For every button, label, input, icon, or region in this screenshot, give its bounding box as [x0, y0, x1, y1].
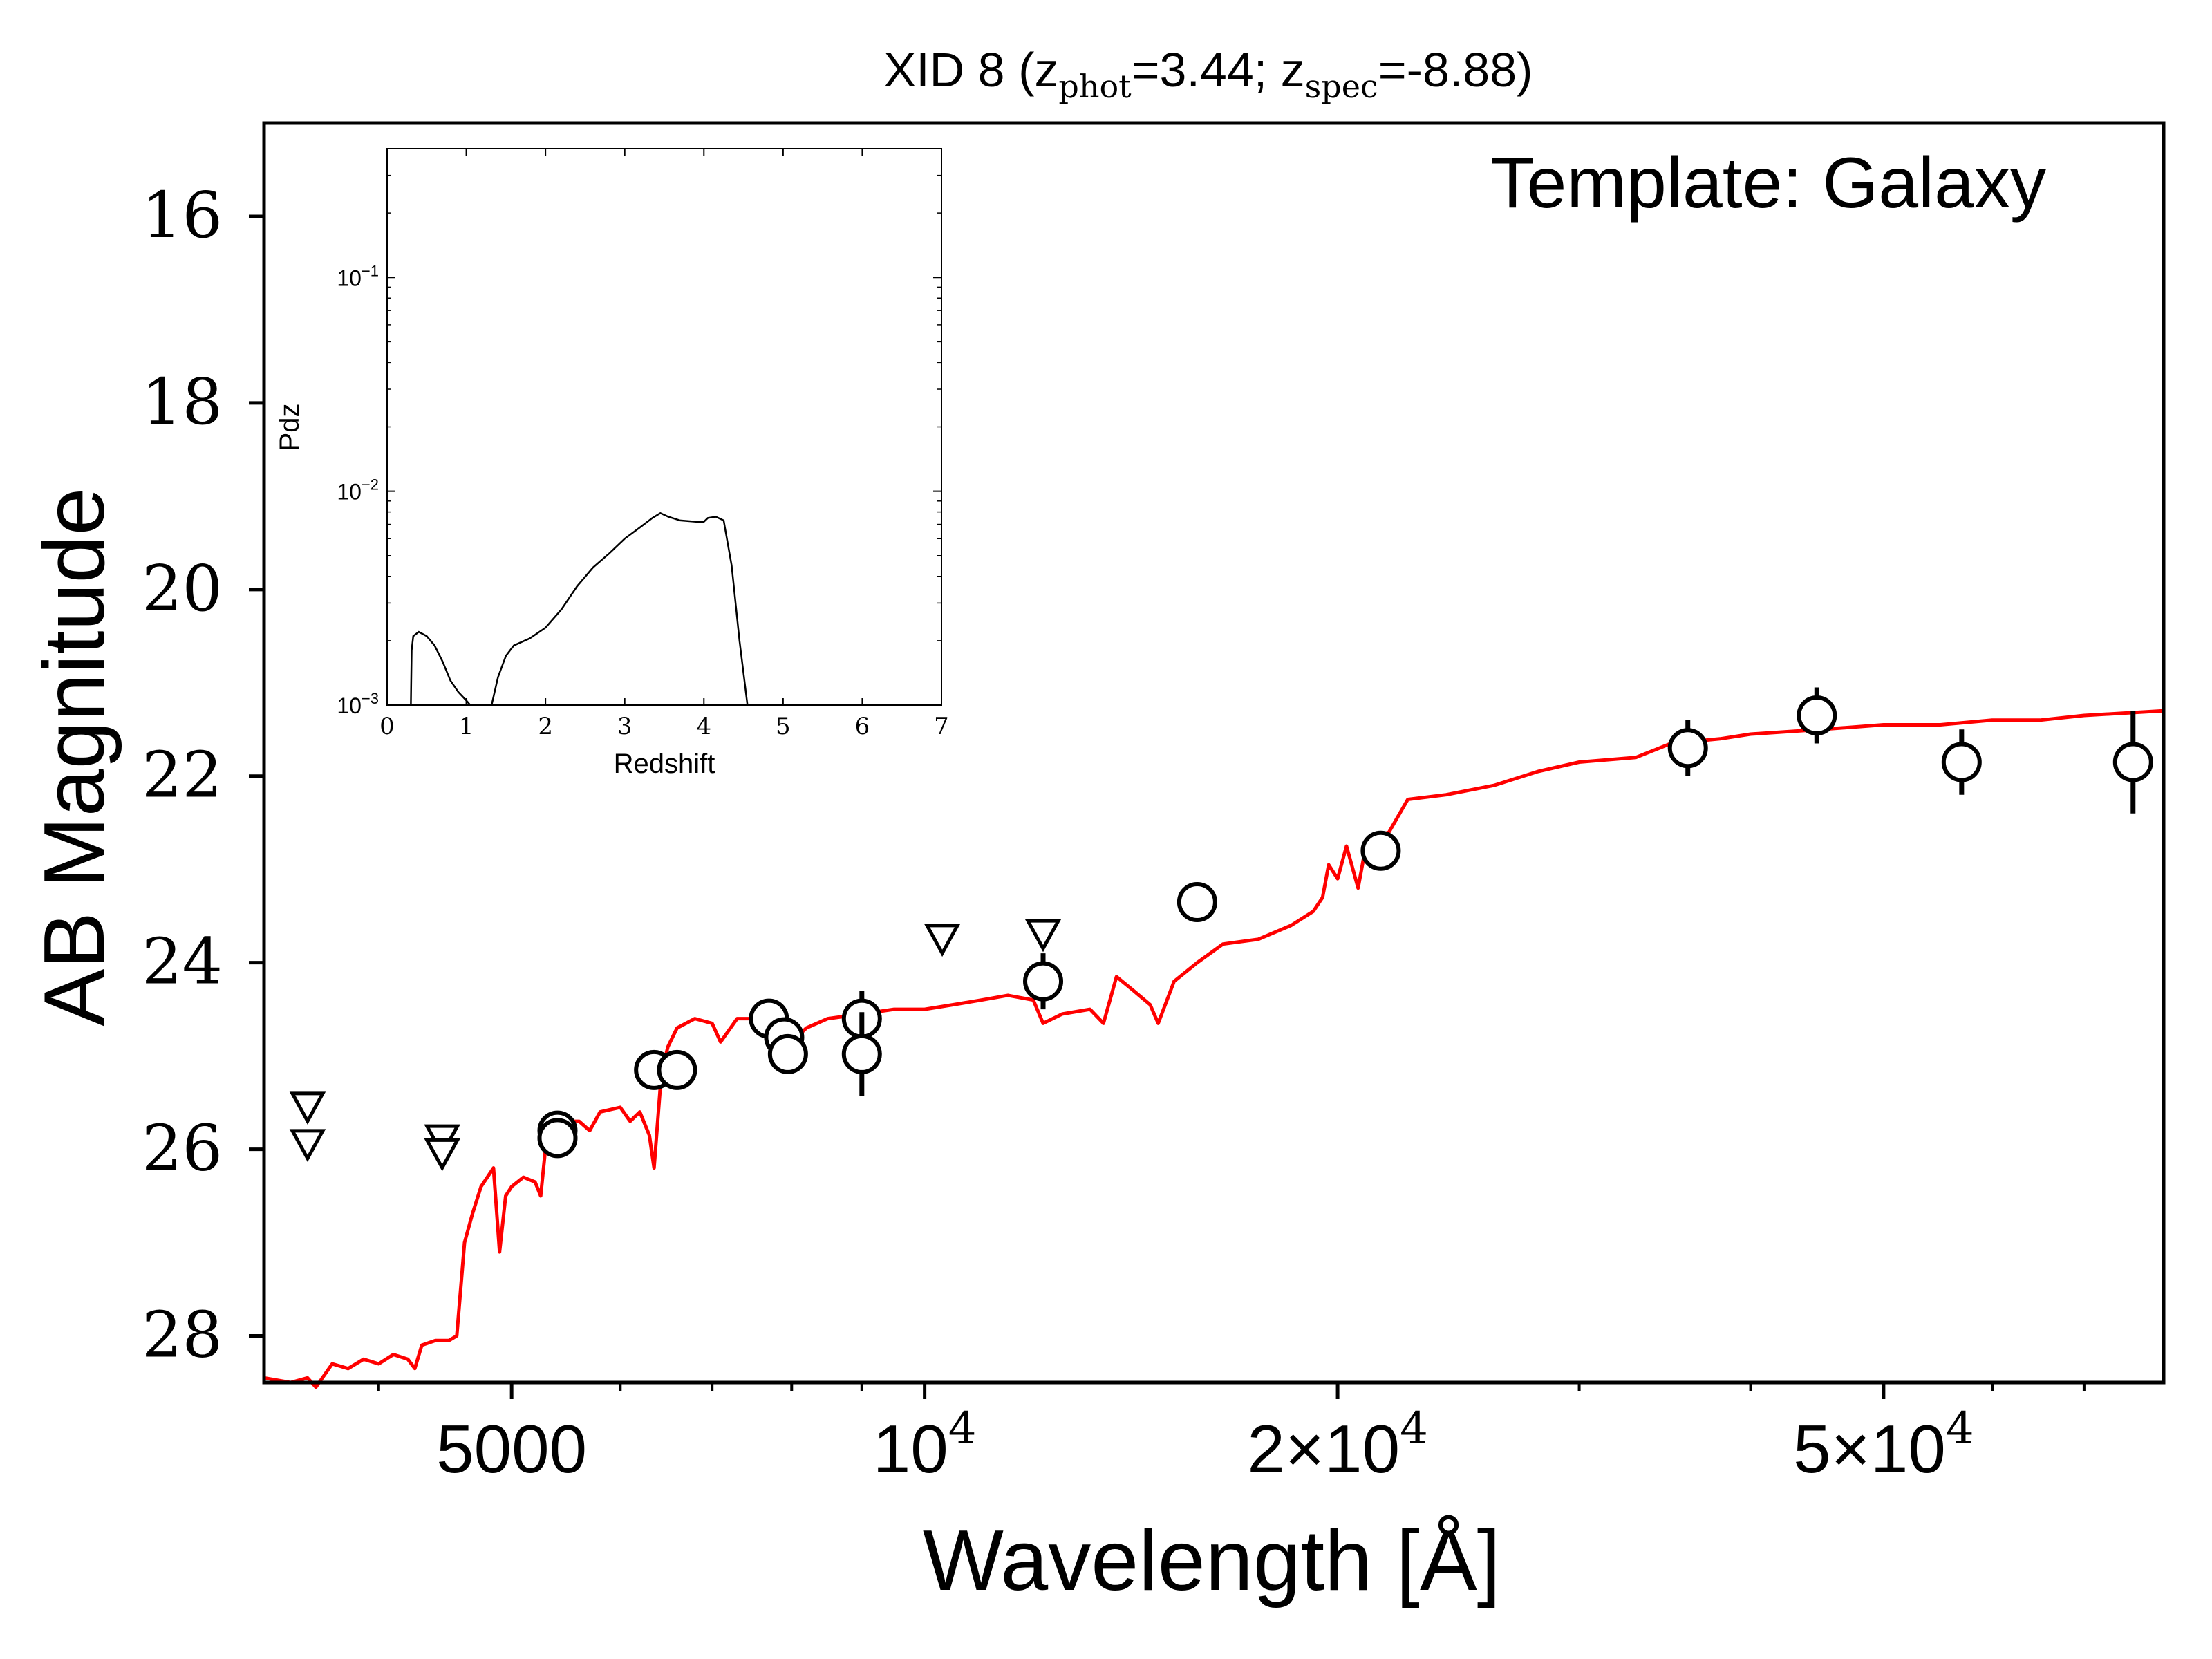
template-spectrum	[263, 709, 2164, 1389]
inset-y-tick-label: 10−2	[337, 476, 379, 505]
upper-limit-marker	[924, 924, 961, 957]
upper-limit-marker	[1024, 919, 1062, 953]
photometry-point	[1177, 881, 1217, 922]
upper-limit-marker	[289, 1129, 326, 1163]
pdz-segment	[490, 512, 749, 706]
y-tick-label: 22	[142, 738, 223, 812]
inset-x-tick-label: 2	[538, 713, 553, 740]
photometry-point	[767, 1033, 808, 1074]
photometry-point	[1667, 728, 1708, 769]
photometry-point	[537, 1118, 578, 1159]
inset-x-tick-label: 1	[459, 713, 474, 740]
photometry-point	[657, 1049, 697, 1090]
x-tick-label: 104	[873, 1403, 977, 1487]
x-tick-label: 5×104	[1793, 1403, 1974, 1487]
y-tick-label: 24	[142, 925, 223, 999]
y-tick-label: 26	[142, 1112, 223, 1185]
inset-y-tick-label: 10−1	[337, 262, 379, 290]
x-tick-label: 5000	[436, 1411, 587, 1487]
inset-x-tick-label: 7	[934, 713, 949, 740]
upper-limit-marker	[424, 1138, 460, 1172]
photometry-point	[2112, 742, 2153, 782]
y-axis-label: AB Magnitude	[27, 488, 122, 1027]
photometry-point	[1023, 961, 1064, 1002]
y-tick-label: 16	[142, 178, 223, 252]
inset-x-tick-label: 5	[776, 713, 791, 740]
inset-y-axis-label: Pdz	[274, 404, 305, 451]
inset-y-tick-label: 10−3	[337, 690, 379, 718]
x-axis-label: Wavelength [Å]	[923, 1513, 1501, 1609]
photometry-point	[1941, 742, 1982, 782]
upper-limit-markers	[289, 919, 1062, 1172]
y-tick-label: 28	[142, 1298, 223, 1372]
template-annotation: Template: Galaxy	[1491, 143, 2046, 223]
upper-limit-marker	[289, 1091, 326, 1125]
main-plot-frame	[262, 121, 2166, 1385]
spectrum-line	[263, 709, 2164, 1389]
y-tick-label: 20	[142, 552, 223, 626]
inset-x-tick-label: 6	[855, 713, 870, 740]
chart-title: XID 8 (zphot=3.44; zspec=-8.88)	[884, 43, 1533, 105]
inset-axes: 0 1 2 3 4 5 6 7 10−1 10−2 10−3	[337, 148, 949, 740]
inset-x-tick-label: 0	[379, 713, 395, 740]
inset-background	[387, 149, 941, 705]
pdz-segment	[410, 630, 471, 706]
x-tick-label: 2×104	[1247, 1403, 1427, 1487]
photometry-point	[1797, 695, 1837, 736]
photometry-point	[1360, 830, 1401, 871]
photometry-point	[841, 1033, 882, 1074]
inset-pdz-curve	[410, 512, 749, 706]
inset-x-tick-label: 4	[696, 713, 711, 740]
photometry-points	[537, 687, 2153, 1159]
y-tick-label: 18	[142, 365, 223, 439]
inset-x-axis-label: Redshift	[614, 749, 715, 779]
inset-x-tick-label: 3	[617, 713, 632, 740]
